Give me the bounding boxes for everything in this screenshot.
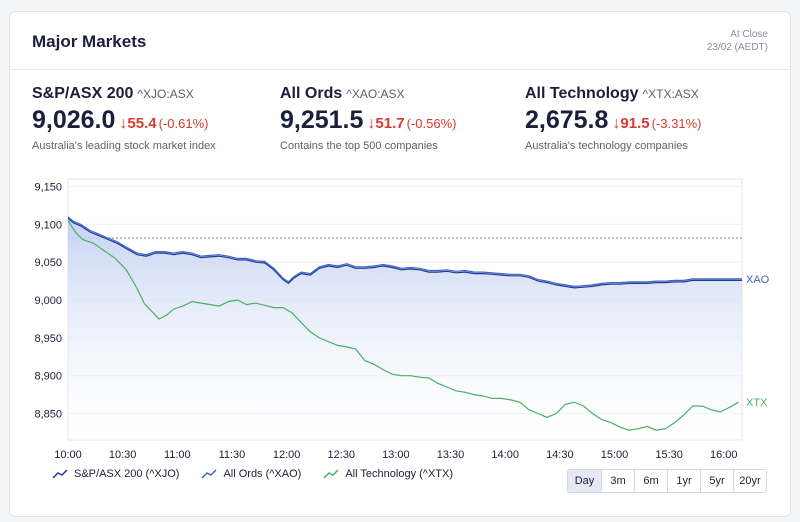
x-tick-label: 15:30 xyxy=(655,449,683,461)
index-description: Australia's leading stock market index xyxy=(32,140,216,152)
index-code: ^XAO:ASX xyxy=(346,87,405,101)
range-button-1yr[interactable]: 1yr xyxy=(667,470,700,492)
x-tick-label: 13:00 xyxy=(382,449,410,461)
y-tick-label: 9,100 xyxy=(34,219,62,231)
legend-item-xtx[interactable]: All Technology (^XTX) xyxy=(323,468,453,480)
index-change: 91.5 xyxy=(620,115,650,132)
range-button-3m[interactable]: 3m xyxy=(601,470,634,492)
index-change: 51.7 xyxy=(375,115,405,132)
legend-item-xao[interactable]: All Ords (^XAO) xyxy=(201,468,301,480)
y-tick-label: 9,050 xyxy=(34,257,62,269)
index-xao[interactable]: All Ords ^XAO:ASX 9,251.5 ↓51.7 (-0.56%) Co… xyxy=(280,85,520,152)
y-tick-label: 9,000 xyxy=(34,295,62,307)
close-info-label: At Close xyxy=(730,29,768,40)
header-divider xyxy=(10,69,790,70)
index-name: All Technology xyxy=(525,85,639,102)
series-line-xao xyxy=(67,216,742,288)
legend-label: All Technology (^XTX) xyxy=(345,468,454,480)
close-info-date: 23/02 (AEDT) xyxy=(706,42,768,53)
x-tick-label: 12:30 xyxy=(327,449,355,461)
card-title: Major Markets xyxy=(32,32,147,51)
x-tick-label: 14:00 xyxy=(491,449,519,461)
index-percent: (-3.31%) xyxy=(651,116,702,131)
market-chart[interactable]: 9,150 9,100 9,050 9,000 8,950 8,900 8,850 10:00… xyxy=(10,12,790,462)
y-tick-label: 8,900 xyxy=(34,371,62,383)
close-info: At Close 23/02 (AEDT) xyxy=(707,28,768,54)
index-price: 9,026.0 xyxy=(32,106,116,134)
index-price: 9,251.5 xyxy=(280,106,364,134)
x-tick-label: 11:00 xyxy=(164,449,191,461)
y-tick-label: 8,850 xyxy=(34,409,62,421)
x-tick-label: 11:30 xyxy=(219,449,246,461)
range-button-6m[interactable]: 6m xyxy=(634,470,667,492)
x-tick-label: 15:00 xyxy=(601,449,629,461)
x-tick-label: 12:00 xyxy=(273,449,301,461)
y-tick-label: 9,150 xyxy=(34,182,62,194)
y-tick-label: 8,950 xyxy=(34,333,62,345)
time-range-selector: Day 3m 6m 1yr 5yr 20yr xyxy=(567,469,767,493)
index-description: Australia's technology companies xyxy=(525,140,688,152)
series-end-label-xtx: XTX xyxy=(746,397,768,409)
series-line-xtx xyxy=(67,220,739,431)
series-line-xjo xyxy=(67,217,742,289)
down-arrow-icon: ↓ xyxy=(612,115,621,132)
index-code: ^XTX:ASX xyxy=(642,87,699,101)
index-xjo[interactable]: S&P/ASX 200 ^XJO:ASX 9,026.0 ↓55.4 (-0.61%)… xyxy=(32,85,272,152)
x-tick-label: 10:30 xyxy=(109,449,137,461)
major-markets-card: Major Markets At Close 23/02 (AEDT) S&P/… xyxy=(9,11,791,517)
range-button-20yr[interactable]: 20yr xyxy=(733,470,766,492)
x-tick-label: 14:30 xyxy=(546,449,574,461)
legend-label: S&P/ASX 200 (^XJO) xyxy=(74,468,180,480)
x-tick-label: 10:00 xyxy=(54,449,82,461)
down-arrow-icon: ↓ xyxy=(119,115,128,132)
legend-item-xjo[interactable]: S&P/ASX 200 (^XJO) xyxy=(52,468,179,480)
series-end-label-xao: XAO xyxy=(746,274,770,286)
index-change: 55.4 xyxy=(127,115,157,132)
index-name: All Ords xyxy=(280,85,343,102)
line-series-icon xyxy=(323,469,339,479)
chart-legend: S&P/ASX 200 (^XJO) All Ords (^XAO) All T… xyxy=(52,468,453,480)
x-tick-label: 16:00 xyxy=(710,449,738,461)
index-name: S&P/ASX 200 xyxy=(32,85,134,102)
index-xtx[interactable]: All Technology ^XTX:ASX 2,675.8 ↓91.5 (-3.3… xyxy=(525,85,765,152)
index-price: 2,675.8 xyxy=(525,106,609,134)
index-code: ^XJO:ASX xyxy=(137,87,194,101)
x-tick-label: 13:30 xyxy=(437,449,465,461)
index-percent: (-0.56%) xyxy=(406,116,457,131)
range-button-day[interactable]: Day xyxy=(568,470,601,492)
line-series-icon xyxy=(201,469,217,479)
index-description: Contains the top 500 companies xyxy=(280,140,438,152)
down-arrow-icon: ↓ xyxy=(367,115,376,132)
area-fill xyxy=(68,216,742,440)
range-button-5yr[interactable]: 5yr xyxy=(700,470,733,492)
legend-label: All Ords (^XAO) xyxy=(223,468,302,480)
line-series-icon xyxy=(52,469,68,479)
index-percent: (-0.61%) xyxy=(158,116,209,131)
